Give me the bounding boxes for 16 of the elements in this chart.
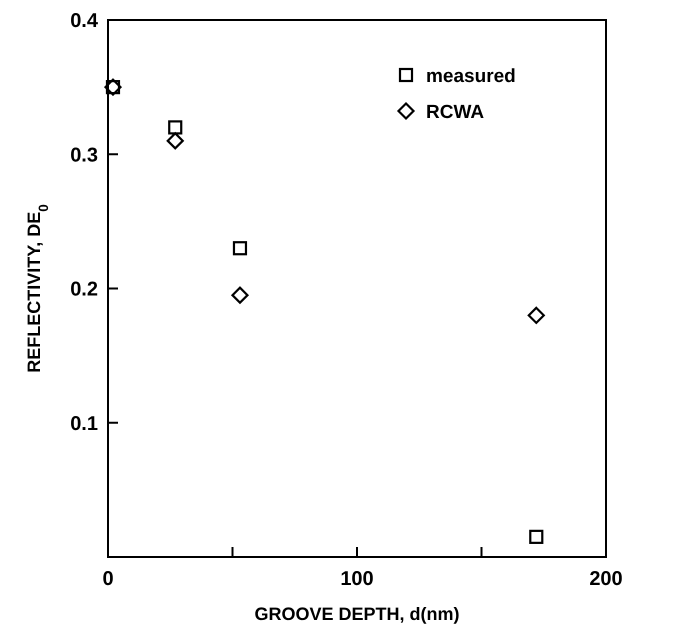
x-tick-label: 100	[340, 568, 374, 590]
y-tick-label: 0.3	[70, 144, 98, 166]
point	[166, 132, 184, 150]
point	[529, 530, 544, 544]
y-tick-label: 0.1	[70, 412, 98, 435]
point	[168, 120, 182, 134]
point	[232, 241, 248, 256]
point	[528, 306, 545, 324]
x-axis-title: GROOVE DEPTH, d(nm)	[254, 604, 460, 624]
point	[231, 286, 249, 304]
y-tick-label: 0.2	[70, 278, 98, 300]
legend-label: measured	[426, 66, 516, 87]
y-tick-label: 0.4	[70, 10, 99, 32]
x-tick-label: 200	[589, 568, 623, 590]
legend-label: RCWA	[426, 102, 484, 123]
x-tick-label: 0	[102, 568, 114, 590]
